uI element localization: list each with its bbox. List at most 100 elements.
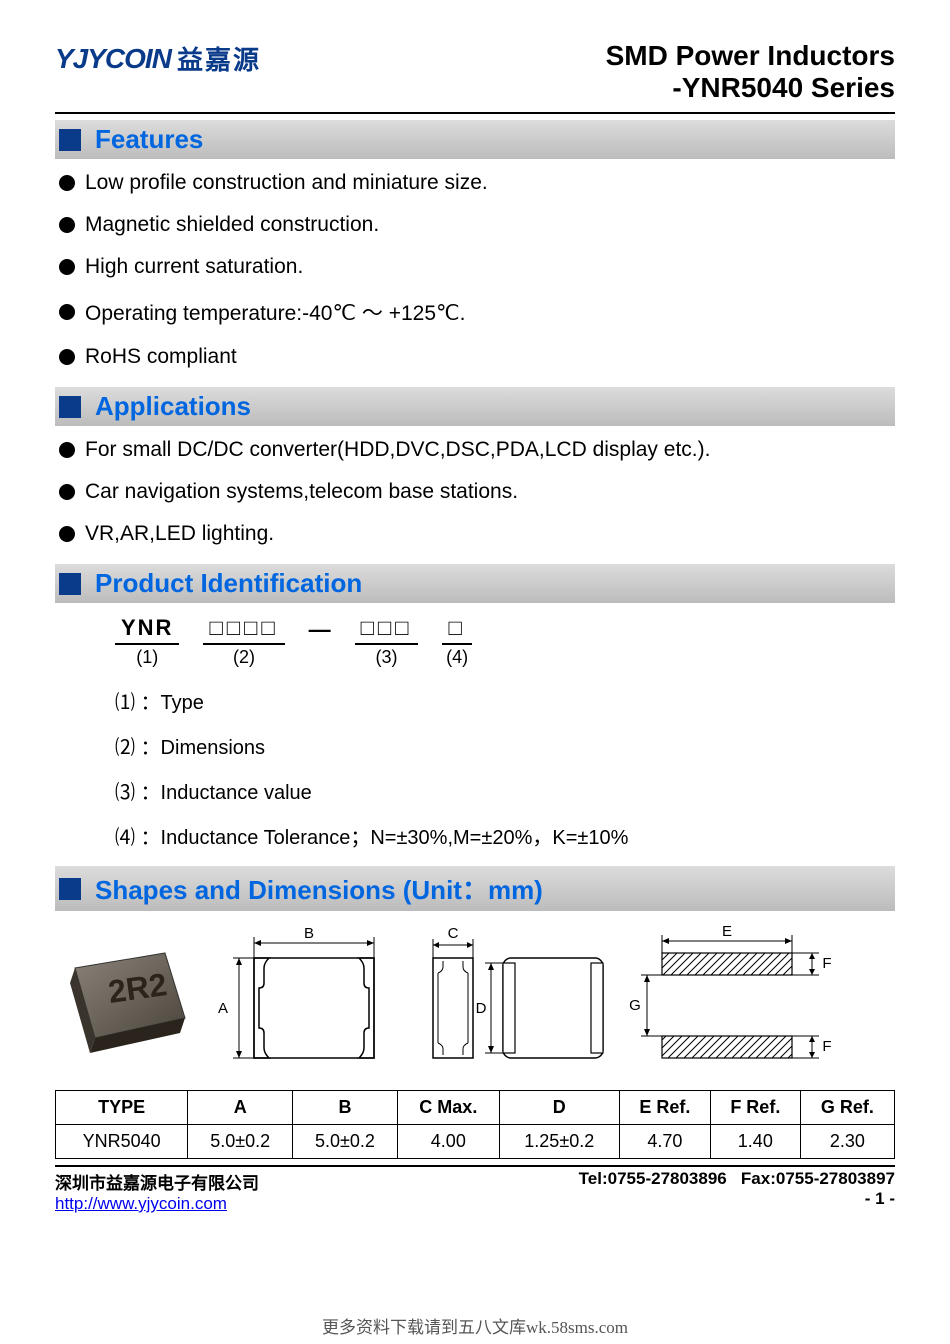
col-header: A bbox=[188, 1091, 293, 1125]
col-header: G Ref. bbox=[800, 1091, 894, 1125]
diagram-side-view: C D bbox=[413, 923, 613, 1078]
list-item: High current saturation. bbox=[55, 255, 895, 279]
bottom-watermark: 更多资料下载请到五八文库wk.58sms.com bbox=[0, 1313, 950, 1338]
legend-row: ⑷ ：Inductance Tolerance；N=±30%,M=±20%，K=… bbox=[115, 821, 895, 850]
footer-company: 深圳市益嘉源电子有限公司 bbox=[55, 1169, 259, 1194]
table-cell: 4.70 bbox=[619, 1125, 710, 1159]
feature-text: High current saturation. bbox=[85, 255, 303, 279]
inductor-photo: 2R2 bbox=[55, 938, 195, 1063]
logo: YJYCOIN 益嘉源 bbox=[55, 40, 261, 77]
prodid-part: YNR (1) bbox=[115, 615, 179, 668]
diagram-top-view: B A bbox=[209, 923, 399, 1078]
application-text: Car navigation systems,telecom base stat… bbox=[85, 480, 518, 504]
footer-url-link[interactable]: http://www.yjycoin.com bbox=[55, 1194, 259, 1214]
title-line1: SMD Power Inductors bbox=[606, 40, 895, 72]
application-text: VR,AR,LED lighting. bbox=[85, 522, 274, 546]
page-footer: 深圳市益嘉源电子有限公司 http://www.yjycoin.com Tel:… bbox=[55, 1165, 895, 1214]
legend-row: ⑶ ：Inductance value bbox=[115, 776, 895, 805]
section-head-prodid: Product Identification bbox=[55, 564, 895, 603]
section-title-applications: Applications bbox=[95, 391, 251, 422]
list-item: For small DC/DC converter(HDD,DVC,DSC,PD… bbox=[55, 438, 895, 462]
doc-title: SMD Power Inductors -YNR5040 Series bbox=[606, 40, 895, 104]
col-header: F Ref. bbox=[710, 1091, 800, 1125]
footer-left: 深圳市益嘉源电子有限公司 http://www.yjycoin.com bbox=[55, 1169, 259, 1214]
logo-cn: 益嘉源 bbox=[177, 40, 261, 77]
section-title-features: Features bbox=[95, 124, 203, 155]
svg-text:E: E bbox=[722, 923, 732, 940]
section-title-prodid: Product Identification bbox=[95, 568, 362, 599]
dimensions-table: TYPE A B C Max. D E Ref. F Ref. G Ref. Y… bbox=[55, 1090, 895, 1159]
prodid-part: □□□□ (2) bbox=[203, 615, 284, 668]
footer-fax: Fax:0755-27803897 bbox=[741, 1169, 895, 1188]
square-bullet-icon bbox=[59, 573, 81, 595]
col-header: E Ref. bbox=[619, 1091, 710, 1125]
prodid-part: □□□ (3) bbox=[355, 615, 419, 668]
bullet-dot-icon bbox=[59, 526, 75, 542]
prodid-top: □□□□ bbox=[203, 615, 284, 645]
table-header-row: TYPE A B C Max. D E Ref. F Ref. G Ref. bbox=[56, 1091, 895, 1125]
list-item: Low profile construction and miniature s… bbox=[55, 171, 895, 195]
bullet-dot-icon bbox=[59, 442, 75, 458]
list-item: VR,AR,LED lighting. bbox=[55, 522, 895, 546]
prodid-top: □□□ bbox=[355, 615, 419, 645]
bullet-dot-icon bbox=[59, 217, 75, 233]
diagram-footprint: E F F G bbox=[627, 923, 847, 1078]
feature-text: Low profile construction and miniature s… bbox=[85, 171, 488, 195]
product-id-code: YNR (1) □□□□ (2) — □□□ (3) □ (4) bbox=[55, 615, 895, 668]
prodid-part: □ (4) bbox=[442, 615, 471, 668]
square-bullet-icon bbox=[59, 129, 81, 151]
section-head-features: Features bbox=[55, 120, 895, 159]
section-head-shapes: Shapes and Dimensions (Unit：mm) bbox=[55, 866, 895, 911]
list-item: Magnetic shielded construction. bbox=[55, 213, 895, 237]
bullet-dot-icon bbox=[59, 349, 75, 365]
bullet-dot-icon bbox=[59, 304, 75, 320]
table-cell: 1.25±0.2 bbox=[499, 1125, 619, 1159]
table-cell: 5.0±0.2 bbox=[293, 1125, 398, 1159]
feature-text: Magnetic shielded construction. bbox=[85, 213, 379, 237]
legend-row: ⑵ ：Dimensions bbox=[115, 731, 895, 760]
applications-list: For small DC/DC converter(HDD,DVC,DSC,PD… bbox=[55, 438, 895, 546]
square-bullet-icon bbox=[59, 878, 81, 900]
feature-text: Operating temperature:-40℃ ～ +125℃. bbox=[85, 297, 465, 327]
prodid-num: (3) bbox=[355, 647, 419, 668]
list-item: Operating temperature:-40℃ ～ +125℃. bbox=[55, 297, 895, 327]
title-line2: -YNR5040 Series bbox=[606, 72, 895, 104]
footer-right: Tel:0755-27803896 Fax:0755-27803897 - 1 … bbox=[579, 1169, 895, 1214]
table-cell: 4.00 bbox=[397, 1125, 499, 1159]
legend-row: ⑴ ：Type bbox=[115, 686, 895, 715]
list-item: RoHS compliant bbox=[55, 345, 895, 369]
page-header: YJYCOIN 益嘉源 SMD Power Inductors -YNR5040… bbox=[55, 40, 895, 104]
square-bullet-icon bbox=[59, 396, 81, 418]
col-header: D bbox=[499, 1091, 619, 1125]
footer-contact: Tel:0755-27803896 Fax:0755-27803897 bbox=[579, 1169, 895, 1189]
shapes-diagrams: 2R2 B A C bbox=[55, 923, 895, 1078]
table-cell: 1.40 bbox=[710, 1125, 800, 1159]
prodid-num: (4) bbox=[442, 647, 471, 668]
section-head-applications: Applications bbox=[55, 387, 895, 426]
svg-text:G: G bbox=[629, 997, 641, 1014]
prodid-num: (2) bbox=[203, 647, 284, 668]
feature-text: RoHS compliant bbox=[85, 345, 237, 369]
application-text: For small DC/DC converter(HDD,DVC,DSC,PD… bbox=[85, 438, 710, 462]
header-rule bbox=[55, 112, 895, 114]
footer-tel: Tel:0755-27803896 bbox=[579, 1169, 727, 1188]
features-list: Low profile construction and miniature s… bbox=[55, 171, 895, 369]
prodid-top: YNR bbox=[115, 615, 179, 645]
svg-text:D: D bbox=[476, 1000, 487, 1017]
svg-text:F: F bbox=[822, 1038, 831, 1055]
col-header: B bbox=[293, 1091, 398, 1125]
table-cell: 5.0±0.2 bbox=[188, 1125, 293, 1159]
page-number: - 1 - bbox=[865, 1189, 895, 1209]
bullet-dot-icon bbox=[59, 175, 75, 191]
table-cell: 2.30 bbox=[800, 1125, 894, 1159]
logo-latin: YJYCOIN bbox=[55, 43, 171, 75]
col-header: TYPE bbox=[56, 1091, 188, 1125]
svg-text:C: C bbox=[448, 925, 459, 942]
svg-text:A: A bbox=[218, 1000, 228, 1017]
list-item: Car navigation systems,telecom base stat… bbox=[55, 480, 895, 504]
svg-text:F: F bbox=[822, 955, 831, 972]
bullet-dot-icon bbox=[59, 259, 75, 275]
prodid-num: (1) bbox=[115, 647, 179, 668]
table-cell: YNR5040 bbox=[56, 1125, 188, 1159]
bullet-dot-icon bbox=[59, 484, 75, 500]
